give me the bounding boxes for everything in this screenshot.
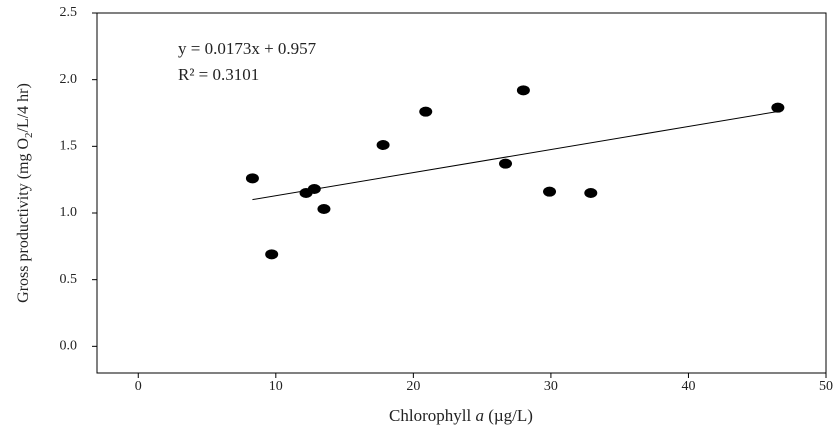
y-tick-label: 0.5	[60, 272, 78, 287]
point	[499, 158, 513, 169]
y-tick-label: 1.5	[60, 139, 78, 154]
y-tick-label: 1.0	[60, 205, 78, 220]
trendline	[252, 110, 778, 201]
point	[516, 85, 530, 96]
point	[419, 106, 433, 117]
x-label-part: (µg/L)	[484, 406, 533, 425]
annotation: y = 0.0173x + 0.957	[178, 39, 317, 58]
x-label-part: Chlorophyll	[389, 406, 475, 425]
point	[771, 102, 785, 113]
x-axis-label: Chlorophyll a (µg/L)	[389, 406, 533, 425]
y-tick-label: 0.0	[60, 339, 78, 354]
point	[376, 140, 390, 150]
y-axis-label: Gross productivity (mg O2/L/4 hr)	[15, 83, 35, 303]
x-label-part: a	[475, 406, 484, 425]
x-tick-label: 40	[681, 379, 695, 394]
y-label-part: /L/4 hr)	[15, 83, 32, 132]
y-tick-label: 2.0	[60, 72, 78, 87]
plot-frame	[96, 12, 827, 374]
x-tick-label: 30	[544, 379, 558, 394]
x-tick-label: 20	[406, 379, 420, 394]
x-tick-label: 0	[135, 379, 142, 394]
point	[265, 249, 279, 260]
point	[584, 188, 598, 198]
y-label-part: Gross productivity (mg O	[15, 138, 32, 303]
x-tick-label: 50	[819, 379, 833, 394]
point	[245, 173, 259, 184]
point	[307, 184, 321, 194]
y-label-part: 2	[23, 132, 35, 138]
point	[543, 186, 557, 197]
point	[317, 204, 331, 214]
annotation: R² = 0.3101	[178, 65, 259, 84]
y-tick-label: 2.5	[60, 5, 78, 20]
x-tick-label: 10	[269, 379, 283, 394]
